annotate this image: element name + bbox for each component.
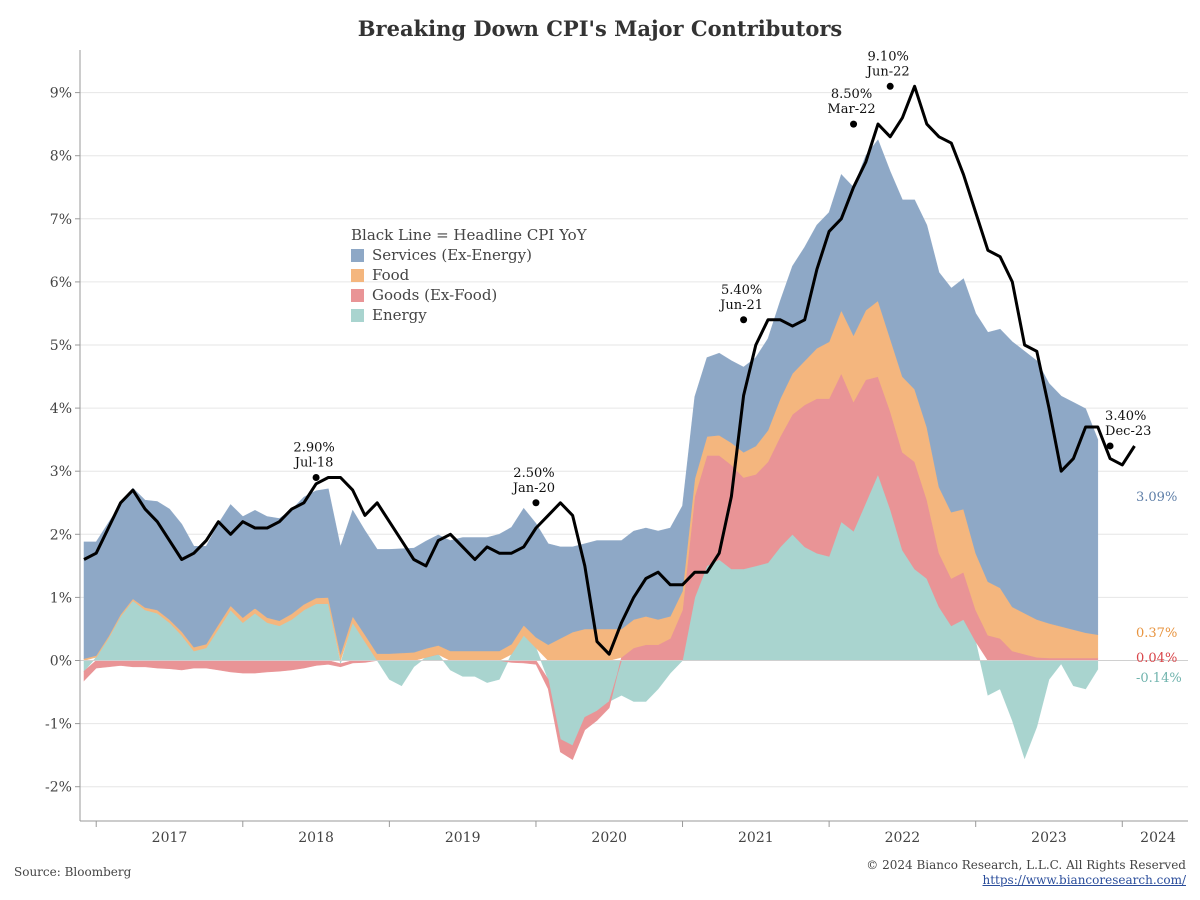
annotation-dot <box>532 499 540 507</box>
x-tick-label: 2020 <box>591 830 627 846</box>
y-tick-label: 9% <box>50 86 72 102</box>
y-tick-label: 1% <box>50 590 72 606</box>
legend-title: Black Line = Headline CPI YoY <box>351 226 588 244</box>
annotation-value: 3.40% <box>1105 409 1146 424</box>
legend-label-food: Food <box>372 266 410 284</box>
legend-label-services: Services (Ex-Energy) <box>372 246 532 264</box>
legend-label-energy: Energy <box>372 306 427 324</box>
annotation-value: 2.50% <box>513 466 554 481</box>
end-label-food: 0.37% <box>1136 626 1177 641</box>
chart-title: Breaking Down CPI's Major Contributors <box>357 16 843 41</box>
y-tick-label: -2% <box>45 780 72 796</box>
x-tick-label: 2023 <box>1031 830 1067 846</box>
annotation-date: Mar-22 <box>827 102 875 117</box>
stacked-areas <box>83 139 1099 761</box>
legend-label-goods: Goods (Ex-Food) <box>372 286 497 304</box>
x-tick-label: 2021 <box>738 830 774 846</box>
annotation-dot <box>740 316 748 324</box>
annotation-dot <box>1106 442 1114 450</box>
end-label-goods: 0.04% <box>1136 651 1177 666</box>
annotations: 2.90%Jul-18 2.50%Jan-20 5.40%Jun-21 8.50%Ma… <box>293 49 1151 507</box>
y-tick-label: 2% <box>50 527 72 543</box>
annotation-dot <box>886 82 894 90</box>
y-tick-label: 3% <box>50 464 72 480</box>
annotation-value: 9.10% <box>868 49 909 64</box>
annotation-dot <box>312 474 320 482</box>
end-label-energy: -0.14% <box>1136 671 1182 686</box>
end-label-services: 3.09% <box>1136 490 1177 505</box>
legend-swatch-food <box>351 269 364 282</box>
y-tick-label: 6% <box>50 275 72 291</box>
copyright-text: © 2024 Bianco Research, L.L.C. All Right… <box>866 858 1186 872</box>
y-tick-label: -1% <box>45 717 72 733</box>
axes: -2% -1% 0% 1% 2% 3% 4% 5% 6% 7% 8% 9% 2017 2018 2019 20… <box>45 50 1188 846</box>
website-link[interactable]: https://www.biancoresearch.com/ <box>982 873 1186 887</box>
x-tick-label: 2024 <box>1140 830 1176 846</box>
annotation-date: Jan-20 <box>511 481 555 496</box>
annotation-date: Jul-18 <box>293 456 334 471</box>
copyright-block: © 2024 Bianco Research, L.L.C. All Right… <box>866 858 1186 888</box>
y-tick-label: 4% <box>50 401 72 417</box>
legend: Black Line = Headline CPI YoY Services (E… <box>351 226 588 324</box>
end-labels: 3.09% 0.37% 0.04% -0.14% <box>1136 490 1182 686</box>
source-note: Source: Bloomberg <box>14 865 132 879</box>
annotation-value: 2.90% <box>293 441 334 456</box>
y-tick-label: 0% <box>50 654 72 670</box>
x-tick-label: 2022 <box>885 830 921 846</box>
legend-swatch-services <box>351 249 364 262</box>
headline-cpi-path <box>83 84 1136 656</box>
annotation-date: Jun-22 <box>865 64 910 79</box>
x-tick-label: 2019 <box>445 830 481 846</box>
annotation-date: Dec-23 <box>1105 424 1151 439</box>
y-tick-label: 7% <box>50 212 72 228</box>
x-tick-label: 2017 <box>152 830 188 846</box>
annotation-value: 8.50% <box>831 87 872 102</box>
annotation-value: 5.40% <box>721 283 762 298</box>
legend-swatch-goods <box>351 289 364 302</box>
x-tick-label: 2018 <box>298 830 334 846</box>
annotation-dot <box>850 120 858 128</box>
services-area <box>83 139 1099 659</box>
legend-swatch-energy <box>351 309 364 322</box>
y-tick-label: 8% <box>50 149 72 165</box>
headline-cpi-line <box>83 84 1136 656</box>
y-tick-label: 5% <box>50 338 72 354</box>
annotation-date: Jun-21 <box>718 298 763 313</box>
